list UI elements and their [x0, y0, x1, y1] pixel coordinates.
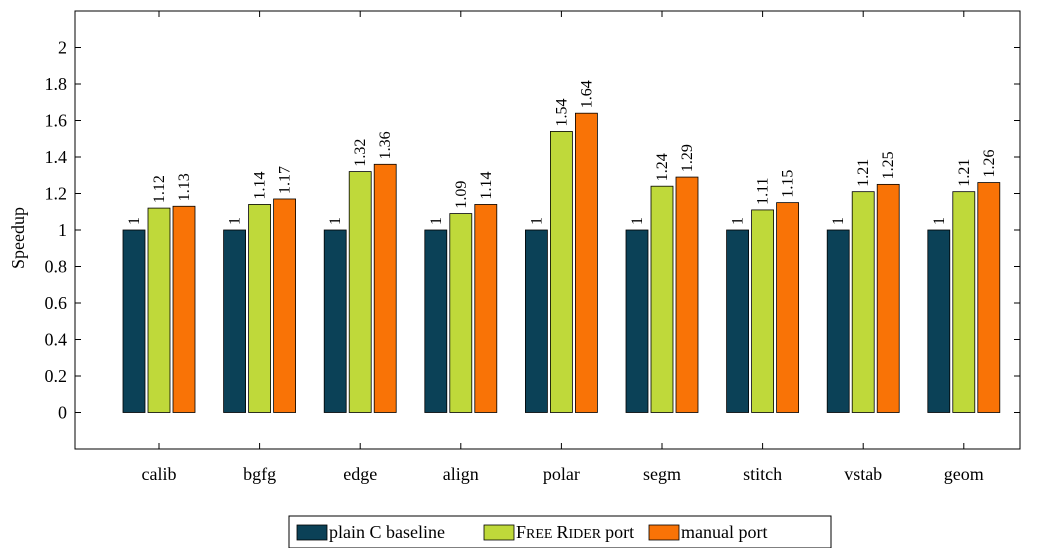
x-category-label-edge: edge: [343, 464, 377, 484]
x-category-label-segm: segm: [643, 464, 681, 484]
bar-polar-series-2: [575, 112, 598, 413]
bar-bgfg-series-1: [248, 204, 272, 413]
y-tick-label: 0.6: [45, 293, 68, 313]
y-tick-label: 1: [58, 220, 67, 240]
y-tick-label: 1.6: [45, 111, 68, 131]
y-axis-label: Speedup: [8, 207, 28, 269]
y-tick-label: 2: [58, 38, 67, 58]
bar-polar-series-1: [550, 131, 573, 413]
legend-swatch-free-rider-port: [483, 524, 515, 541]
data-label-bgfg-series-1: 1.14: [252, 171, 269, 199]
data-labels-group: 1 1.12 1.13 1 1.14 1.17 1 1.32 1.36 1 1.09 1.14 1 1.5…: [126, 80, 998, 225]
bar-series-group: [122, 112, 1001, 413]
bar-stitch-series-2: [776, 202, 799, 413]
y-tick-label: 0.4: [45, 330, 68, 350]
x-category-label-calib: calib: [142, 464, 177, 484]
data-label-geom-series-2: 1.26: [981, 150, 998, 178]
bar-edge-series-1: [348, 171, 372, 413]
y-axis-ticks: 0 0.2 0.4 0.6 0.8 1 1.2 1.4 1.6 1.8 2: [45, 38, 1020, 423]
bar-edge-series-2: [373, 163, 397, 413]
x-category-label-stitch: stitch: [743, 464, 782, 484]
bar-vstab-series-0: [826, 229, 850, 413]
data-label-segm-series-1: 1.24: [654, 153, 671, 181]
data-label-calib-series-1: 1.12: [151, 175, 168, 203]
data-label-edge-series-0: 1: [327, 217, 344, 225]
data-label-edge-series-2: 1.36: [377, 131, 394, 159]
data-label-vstab-series-1: 1.21: [855, 159, 872, 187]
bar-edge-series-0: [323, 229, 347, 413]
data-label-calib-series-0: 1: [126, 217, 143, 225]
bar-stitch-series-1: [751, 209, 774, 413]
data-label-vstab-series-0: 1: [830, 217, 847, 225]
legend: plain C baseline FREE RIDER port manual po…: [288, 515, 832, 548]
legend-label-plain-c-baseline: plain C baseline: [329, 522, 445, 542]
data-label-polar-series-2: 1.64: [578, 80, 595, 108]
legend-swatch-plain-c-baseline: [296, 524, 328, 541]
x-category-label-polar: polar: [543, 464, 580, 484]
data-label-bgfg-series-2: 1.17: [277, 166, 294, 194]
bar-geom-series-0: [927, 229, 951, 413]
legend-box: [288, 515, 832, 548]
bar-geom-series-2: [977, 182, 1001, 413]
bar-bgfg-series-0: [223, 229, 247, 413]
y-tick-label: 0.8: [45, 257, 68, 277]
bar-segm-series-0: [625, 229, 649, 413]
data-label-align-series-1: 1.09: [453, 181, 470, 209]
data-label-segm-series-0: 1: [629, 217, 646, 225]
bar-vstab-series-2: [876, 183, 900, 413]
y-tick-label: 1.2: [45, 184, 68, 204]
bar-align-series-2: [474, 204, 498, 413]
bar-polar-series-0: [525, 229, 548, 413]
data-label-calib-series-2: 1.13: [176, 173, 193, 201]
bar-vstab-series-1: [851, 191, 875, 413]
data-label-geom-series-1: 1.21: [956, 159, 973, 187]
bar-align-series-1: [449, 213, 473, 413]
y-tick-label: 1.8: [45, 74, 68, 94]
x-category-label-align: align: [443, 464, 479, 484]
bar-calib-series-1: [147, 207, 171, 413]
x-category-label-bgfg: bgfg: [243, 464, 276, 484]
y-tick-label: 1.4: [45, 147, 68, 167]
bar-align-series-0: [424, 229, 448, 413]
x-category-label-geom: geom: [944, 464, 984, 484]
data-label-vstab-series-2: 1.25: [880, 151, 897, 179]
bar-calib-series-2: [172, 205, 196, 413]
legend-label-manual-port: manual port: [681, 522, 767, 542]
bar-bgfg-series-2: [273, 198, 297, 413]
data-label-align-series-2: 1.14: [478, 171, 495, 199]
data-label-stitch-series-1: 1.11: [755, 178, 772, 205]
y-tick-label: 0.2: [45, 366, 68, 386]
bar-calib-series-0: [122, 229, 146, 413]
legend-swatch-manual-port: [648, 524, 680, 541]
bar-segm-series-2: [675, 176, 699, 413]
x-axis-ticks: calib bgfg edge align polar segm stitch vstab ge…: [142, 11, 984, 484]
data-label-edge-series-1: 1.32: [352, 139, 369, 167]
data-label-polar-series-1: 1.54: [553, 98, 570, 126]
data-label-align-series-0: 1: [428, 217, 445, 225]
x-category-label-vstab: vstab: [844, 464, 882, 484]
data-label-bgfg-series-0: 1: [227, 217, 244, 225]
legend-label-free-rider-port: FREE RIDER port: [516, 522, 634, 542]
data-label-segm-series-2: 1.29: [679, 144, 696, 172]
data-label-geom-series-0: 1: [931, 217, 948, 225]
y-tick-label: 0: [58, 403, 67, 423]
bar-stitch-series-0: [726, 229, 749, 413]
bar-segm-series-1: [650, 185, 674, 413]
bar-geom-series-1: [952, 191, 976, 413]
data-label-polar-series-0: 1: [528, 217, 545, 225]
data-label-stitch-series-0: 1: [730, 217, 747, 225]
data-label-stitch-series-2: 1.15: [780, 170, 797, 198]
